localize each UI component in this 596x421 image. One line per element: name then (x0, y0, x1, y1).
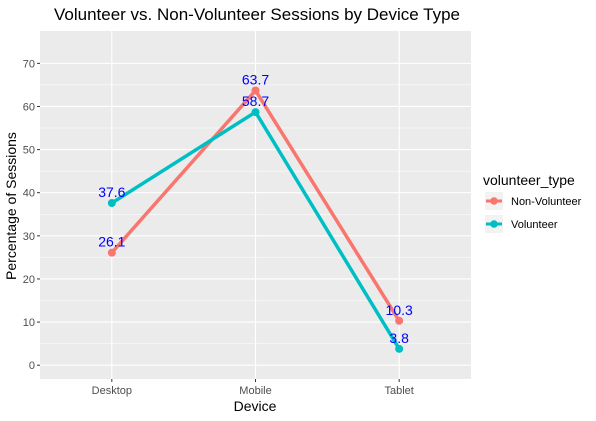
legend-label: Non-Volunteer (511, 196, 582, 208)
volunteer-data-label: 37.6 (98, 184, 125, 200)
y-tick-label: 60 (23, 101, 35, 113)
y-tick-label: 70 (23, 58, 35, 70)
y-tick-label: 0 (29, 360, 35, 372)
y-tick-label: 30 (23, 231, 35, 243)
chart-title: Volunteer vs. Non-Volunteer Sessions by … (54, 5, 460, 24)
non-volunteer-data-label: 26.1 (98, 234, 125, 250)
y-axis-title: Percentage of Sessions (3, 132, 19, 280)
volunteer-data-label: 3.8 (389, 330, 409, 346)
y-tick-label: 10 (23, 317, 35, 329)
data-labels: 26.1 63.7 10.3 37.6 58.7 3.8 (98, 72, 413, 346)
legend-title: volunteer_type (483, 172, 575, 188)
series-layer (107, 86, 404, 353)
non-volunteer-data-label: 10.3 (386, 302, 413, 318)
volunteer-data-label: 58.7 (242, 93, 269, 109)
legend-key-point (490, 220, 498, 228)
legend-item-non-volunteer: Non-Volunteer (485, 192, 582, 210)
volunteer-data-point (107, 199, 116, 208)
non-volunteer-data-label: 63.7 (242, 72, 269, 88)
axes: 0 10 20 30 40 50 60 70 Desktop Mobile Tablet (23, 58, 414, 397)
y-tick-label: 50 (23, 145, 35, 157)
volunteer-data-point (395, 344, 404, 353)
x-tick-label: Mobile (239, 385, 271, 397)
legend: volunteer_type Non-Volunteer Volunteer (483, 172, 582, 233)
x-axis-title: Device (234, 398, 277, 414)
x-tick-label: Tablet (384, 385, 413, 397)
grid-lines (40, 31, 471, 379)
legend-label: Volunteer (511, 219, 558, 231)
x-tick-label: Desktop (92, 385, 132, 397)
volunteer-data-point (251, 108, 260, 117)
non-volunteer-data-point (107, 248, 116, 257)
y-tick-label: 20 (23, 274, 35, 286)
legend-item-volunteer: Volunteer (485, 215, 558, 233)
y-tick-label: 40 (23, 188, 35, 200)
non-volunteer-data-point (395, 316, 404, 325)
non-volunteer-data-point (251, 86, 260, 95)
legend-key-point (490, 197, 498, 205)
